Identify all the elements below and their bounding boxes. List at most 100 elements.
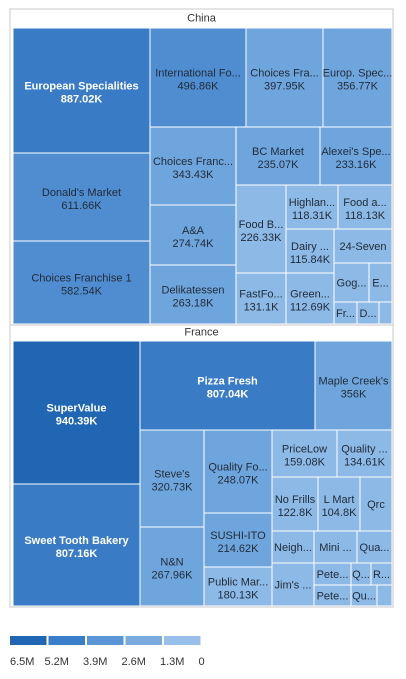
tile-value: 226.33K bbox=[241, 232, 283, 244]
tile-rect[interactable] bbox=[285, 272, 335, 325]
tile-rect[interactable] bbox=[139, 340, 316, 431]
treemap-tile[interactable]: Pete... bbox=[313, 584, 352, 607]
treemap-tile[interactable]: R... bbox=[370, 562, 393, 586]
tile-value: 263.18K bbox=[173, 298, 215, 310]
tile-rect[interactable] bbox=[235, 272, 287, 325]
tile-rect[interactable] bbox=[378, 301, 393, 325]
treemap-tile[interactable]: Qua... bbox=[356, 530, 393, 564]
tile-rect[interactable] bbox=[271, 530, 315, 564]
legend-label: 0 bbox=[199, 656, 205, 668]
tile-rect[interactable] bbox=[149, 27, 247, 128]
treemap-tile[interactable]: Alexei's Spe...233.16K bbox=[319, 126, 393, 186]
treemap-tile[interactable]: Qu... bbox=[350, 584, 378, 607]
tile-label: Public Mar... bbox=[208, 577, 269, 589]
treemap-tile[interactable]: Gog... bbox=[333, 262, 370, 303]
tile-label: No Frills bbox=[275, 494, 316, 506]
tile-rect[interactable] bbox=[12, 27, 151, 154]
tile-value: 397.95K bbox=[264, 81, 306, 93]
tile-value: 807.04K bbox=[207, 389, 249, 401]
tile-rect[interactable] bbox=[12, 340, 141, 485]
tile-rect[interactable] bbox=[245, 27, 324, 128]
tile-rect[interactable] bbox=[336, 429, 393, 478]
tile-rect[interactable] bbox=[12, 483, 141, 607]
treemap-tile[interactable]: Europ. Spec...356.77K bbox=[322, 27, 393, 128]
tile-label: Choices Franc... bbox=[153, 156, 233, 168]
tile-rect[interactable] bbox=[359, 476, 393, 532]
treemap-tile[interactable]: International Fo...496.86K bbox=[149, 27, 247, 128]
tile-rect[interactable] bbox=[271, 476, 319, 532]
tile-rect[interactable] bbox=[149, 264, 237, 325]
tile-rect[interactable] bbox=[271, 562, 315, 607]
tile-label: FastFo... bbox=[239, 289, 282, 301]
tile-rect[interactable] bbox=[333, 262, 370, 303]
legend-swatch bbox=[164, 636, 201, 645]
treemap-tile[interactable]: Food a...118.13K bbox=[337, 184, 393, 230]
tile-rect[interactable] bbox=[235, 184, 287, 274]
legend-swatch bbox=[125, 636, 162, 645]
tile-rect[interactable] bbox=[319, 126, 393, 186]
tile-rect[interactable] bbox=[139, 526, 205, 607]
tile-rect[interactable] bbox=[271, 429, 338, 478]
tile-label: N&N bbox=[160, 557, 183, 569]
treemap-tile[interactable]: Qrc bbox=[359, 476, 393, 532]
treemap-tile[interactable]: Highlan...118.31K bbox=[285, 184, 339, 230]
tile-label: Maple Creek's bbox=[319, 376, 389, 388]
tile-label: Mini ... bbox=[319, 542, 351, 554]
treemap-tile[interactable]: Choices Franc...343.43K bbox=[149, 126, 237, 206]
treemap-tile[interactable]: Public Mar...180.13K bbox=[203, 566, 273, 607]
legend-swatch bbox=[87, 636, 124, 645]
treemap-tile[interactable]: D... bbox=[356, 301, 380, 325]
treemap-tile[interactable] bbox=[376, 584, 393, 607]
treemap-tile[interactable]: FastFo...131.1K bbox=[235, 272, 287, 325]
tile-rect[interactable] bbox=[12, 152, 151, 242]
treemap-tile[interactable]: Food B...226.33K bbox=[235, 184, 287, 274]
tile-rect[interactable] bbox=[356, 530, 393, 564]
tile-rect[interactable] bbox=[317, 476, 361, 532]
tile-rect[interactable] bbox=[314, 340, 393, 431]
treemap-tile[interactable]: 24-Seven bbox=[333, 228, 393, 264]
tile-rect[interactable] bbox=[337, 184, 393, 230]
treemap-tile[interactable]: Choices Fra...397.95K bbox=[245, 27, 324, 128]
tile-rect[interactable] bbox=[139, 429, 205, 528]
tile-value: 248.07K bbox=[218, 475, 260, 487]
tile-rect[interactable] bbox=[376, 584, 393, 607]
treemap-tile[interactable]: Pete... bbox=[313, 562, 352, 586]
tile-value: 104.8K bbox=[322, 507, 358, 519]
tile-rect[interactable] bbox=[149, 126, 237, 206]
tile-rect[interactable] bbox=[12, 240, 151, 325]
tile-rect[interactable] bbox=[203, 429, 273, 514]
tile-rect[interactable] bbox=[203, 566, 273, 607]
tile-rect[interactable] bbox=[333, 228, 393, 264]
treemap-tile[interactable]: E... bbox=[368, 262, 393, 303]
treemap-tile[interactable]: Dairy ...115.84K bbox=[285, 228, 335, 274]
legend-label: 6.5M bbox=[10, 656, 34, 668]
treemap-tile[interactable]: Green...112.69K bbox=[285, 272, 335, 325]
treemap-tile[interactable]: Fr... bbox=[333, 301, 358, 325]
treemap-tile[interactable] bbox=[378, 301, 393, 325]
treemap-tile[interactable]: Quality ...134.61K bbox=[336, 429, 393, 478]
tile-label: Quality ... bbox=[341, 444, 387, 456]
treemap-tile[interactable]: Neigh... bbox=[271, 530, 315, 564]
tile-value: 235.07K bbox=[258, 159, 300, 171]
treemap-tile[interactable]: Quality Fo...248.07K bbox=[203, 429, 273, 514]
treemap-tile[interactable]: Jim's ... bbox=[271, 562, 315, 607]
treemap-tile[interactable]: Q... bbox=[350, 562, 372, 586]
treemap-tile[interactable]: Mini ... bbox=[313, 530, 358, 564]
